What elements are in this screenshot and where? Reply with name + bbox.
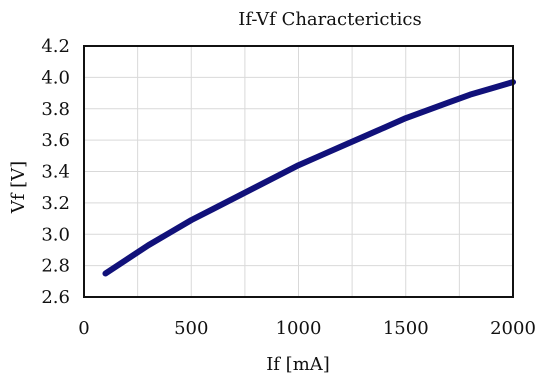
y-tick-label: 2.6 <box>41 287 70 308</box>
x-axis-label: If [mA] <box>266 354 330 375</box>
series-layer <box>102 79 516 277</box>
x-tick-label: 0 <box>78 318 89 339</box>
y-tick-label: 3.8 <box>41 99 70 120</box>
series-line-1 <box>102 79 516 277</box>
plot-frame <box>83 45 514 298</box>
x-tick-label: 1500 <box>383 318 429 339</box>
chart-title: If-Vf Characterictics <box>238 9 421 30</box>
y-tick-label: 3.0 <box>41 224 70 245</box>
y-axis-label: Vf [V] <box>8 161 29 214</box>
y-tick-label: 4.2 <box>41 36 70 57</box>
y-tick-label: 3.4 <box>41 162 70 183</box>
y-tick-label: 2.8 <box>41 256 70 277</box>
x-tick-label: 2000 <box>490 318 536 339</box>
y-tick-label: 3.6 <box>41 130 70 151</box>
tick-layer: 0 500 1000 1500 2000 2.6 2.8 3.0 3.2 3.4 3.6 3.8 4.0… <box>41 36 536 339</box>
grid-layer <box>83 45 514 298</box>
x-tick-label: 500 <box>174 318 208 339</box>
y-tick-label: 3.2 <box>41 193 70 214</box>
x-tick-label: 1000 <box>276 318 322 339</box>
y-tick-label: 4.0 <box>41 67 70 88</box>
